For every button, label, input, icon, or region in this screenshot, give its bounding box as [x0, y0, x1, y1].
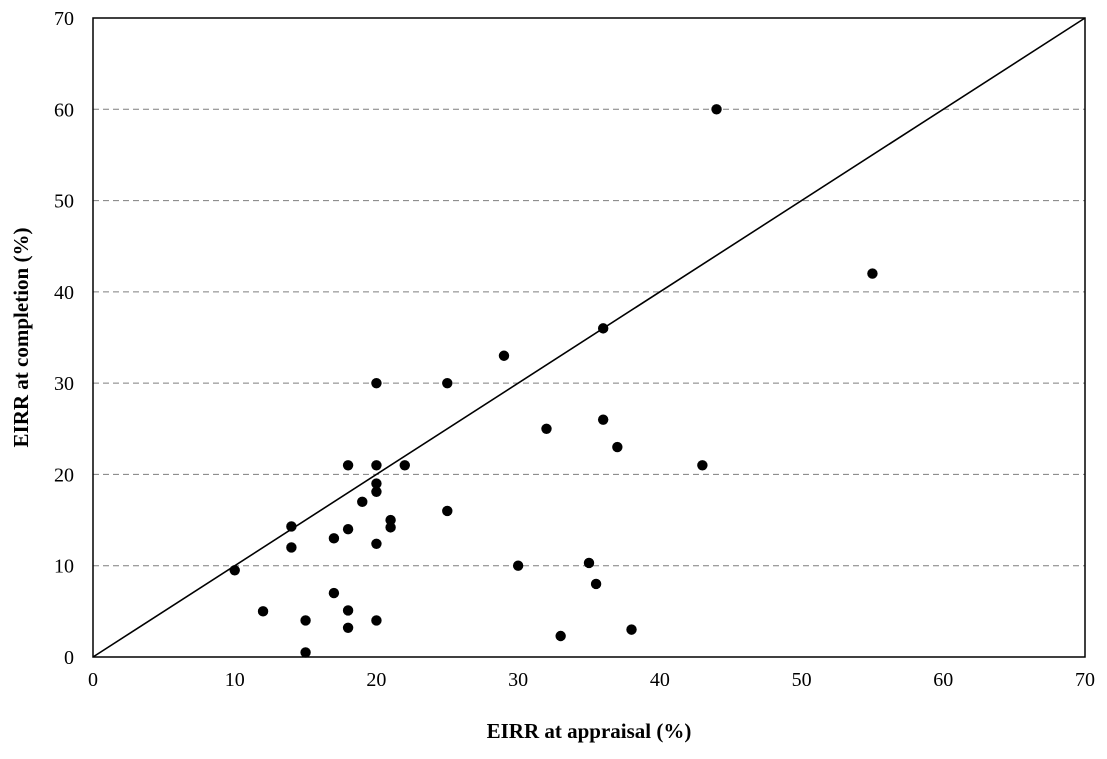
data-point-20: [385, 514, 396, 526]
x-tick-label-70: 70: [1075, 669, 1095, 691]
x-axis-tick-labels: 0 10 20 30 40 50 60 70: [88, 669, 1095, 691]
data-point-24: [442, 505, 453, 517]
data-point-35: [697, 460, 708, 471]
data-point-3: [286, 521, 297, 532]
y-tick-label-70: 70: [54, 8, 74, 30]
x-tick-label-0: 0: [88, 669, 98, 691]
data-point-36: [711, 104, 722, 115]
data-point-12: [342, 622, 354, 633]
data-point-33: [612, 441, 623, 453]
data-point-4: [286, 542, 297, 553]
data-point-15: [371, 460, 382, 471]
y-tick-label-0: 0: [64, 647, 74, 669]
diagonal-reference-line: [92, 17, 1086, 658]
data-point-32: [597, 414, 609, 425]
data-point-1: [229, 565, 240, 576]
data-point-18: [371, 538, 382, 550]
x-tick-label-40: 40: [650, 669, 670, 691]
data-point-14: [371, 377, 382, 389]
data-point-28: [555, 630, 566, 642]
x-tick-label-20: 20: [366, 669, 386, 691]
data-point-31: [597, 323, 609, 334]
y-axis-tick-labels: 0 10 20 30 40 50 60 70: [54, 8, 74, 669]
data-point-37: [867, 268, 878, 279]
data-point-6: [300, 647, 311, 658]
y-tick-label-60: 60: [54, 99, 74, 121]
data-point-27: [541, 423, 552, 434]
data-point-23: [442, 377, 453, 389]
x-axis-title: EIRR at appraisal (%): [487, 719, 692, 743]
data-point-30: [590, 578, 602, 590]
reference-line-layer: [92, 17, 1086, 658]
data-point-34: [626, 624, 637, 635]
data-point-13: [357, 496, 368, 508]
data-point-16: [371, 478, 382, 489]
data-point-22: [399, 460, 410, 471]
data-point-29: [583, 557, 595, 569]
x-tick-label-10: 10: [225, 669, 245, 691]
y-tick-label-10: 10: [54, 556, 74, 578]
y-tick-label-50: 50: [54, 191, 74, 213]
x-tick-label-60: 60: [933, 669, 953, 691]
y-tick-label-40: 40: [54, 282, 74, 304]
data-point-11: [342, 605, 354, 616]
data-point-2: [257, 606, 269, 617]
data-point-19: [371, 615, 382, 626]
x-tick-label-50: 50: [792, 669, 812, 691]
data-point-17: [371, 486, 382, 497]
data-points: [229, 104, 878, 658]
y-tick-label-30: 30: [54, 373, 74, 395]
data-point-26: [512, 560, 524, 571]
data-point-25: [498, 350, 510, 361]
data-point-9: [342, 460, 354, 471]
plot-area-frame: [92, 17, 1086, 658]
data-point-8: [328, 587, 340, 599]
data-point-5: [300, 615, 311, 626]
x-tick-label-30: 30: [508, 669, 528, 691]
data-point-10: [342, 524, 354, 535]
data-point-7: [328, 533, 340, 544]
data-point-21: [385, 522, 396, 533]
y-tick-label-20: 20: [54, 464, 74, 486]
y-axis-title: EIRR at completion (%): [9, 228, 33, 448]
